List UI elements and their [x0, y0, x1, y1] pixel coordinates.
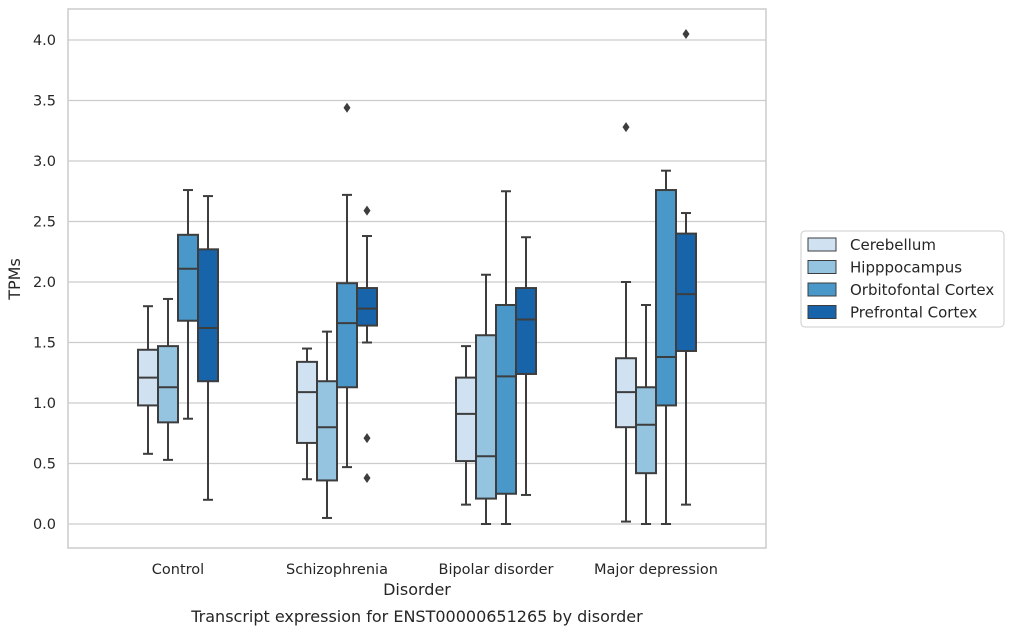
- outlier-point: [682, 28, 690, 39]
- y-tick-labels: 0.0 0.5 1.0 1.5 2.0 2.5 3.0 3.5 4.0: [33, 33, 56, 533]
- y-axis-title: TPMs: [5, 258, 24, 301]
- box-iqr: [336, 282, 358, 389]
- box-iqr: [655, 189, 677, 407]
- box-iqr: [296, 360, 318, 444]
- box-cerebellum-bipolar-disorder: [455, 345, 477, 506]
- x-axis-title: Disorder: [383, 580, 451, 599]
- box-iqr: [515, 287, 537, 375]
- box-cerebellum-major-depression: [615, 122, 637, 523]
- y-tick-label: 2.5: [33, 215, 56, 231]
- legend-frame: [800, 230, 1005, 328]
- outlier-point: [363, 205, 371, 216]
- box-orbitofontal-cortex-schizophrenia: [336, 102, 358, 469]
- box-iqr: [455, 376, 477, 463]
- outlier-point: [363, 473, 371, 484]
- box-prefrontal-cortex-major-depression: [675, 28, 697, 506]
- x-tick-label: Control: [152, 562, 204, 578]
- boxes-layer: [137, 28, 697, 525]
- box-iqr: [475, 334, 497, 500]
- box-orbitofontal-cortex-bipolar-disorder: [495, 190, 517, 525]
- legend-label: Cerebellum: [850, 236, 936, 254]
- box-hipppocampus-bipolar-disorder: [475, 273, 497, 525]
- x-tick-label: Schizophrenia: [286, 562, 388, 578]
- outlier-point: [622, 122, 630, 133]
- box-iqr: [635, 386, 657, 475]
- outlier-point: [363, 433, 371, 444]
- x-tick-label: Major depression: [594, 562, 718, 578]
- legend-label: Hipppocampus: [850, 259, 962, 277]
- legend-swatch: [807, 237, 837, 252]
- box-hipppocampus-major-depression: [635, 303, 657, 525]
- box-prefrontal-cortex-schizophrenia: [356, 205, 378, 484]
- y-tick-label: 1.0: [33, 396, 56, 412]
- legend-swatch: [807, 260, 837, 274]
- outlier-point: [343, 102, 351, 113]
- box-hipppocampus-schizophrenia: [316, 330, 338, 519]
- box-iqr: [495, 303, 517, 495]
- x-tick-label: Bipolar disorder: [439, 562, 554, 578]
- box-prefrontal-cortex-bipolar-disorder: [515, 236, 537, 496]
- y-grid: [68, 39, 766, 525]
- legend-swatch: [807, 282, 837, 297]
- y-tick-label: 3.0: [33, 154, 56, 170]
- box-iqr: [356, 287, 378, 327]
- plot-frame: [67, 8, 767, 549]
- y-tick-label: 2.0: [33, 275, 56, 291]
- y-tick-label: 0.5: [33, 457, 56, 473]
- box-hipppocampus-control: [157, 297, 179, 461]
- legend-swatch: [807, 305, 837, 319]
- legend: Cerebellum Hipppocampus Orbitofontal Corte…: [800, 230, 1005, 328]
- box-iqr: [675, 232, 697, 352]
- box-prefrontal-cortex-control: [197, 195, 219, 501]
- y-tick-label: 4.0: [33, 33, 56, 49]
- legend-label: Prefrontal Cortex: [850, 304, 977, 322]
- chart-caption: Transcript expression for ENST0000065126…: [190, 607, 643, 626]
- y-tick-label: 0.0: [33, 517, 56, 533]
- box-iqr: [177, 233, 199, 322]
- box-iqr: [197, 248, 219, 383]
- x-tick-labels: Control Schizophrenia Bipolar disorder Majo…: [152, 562, 718, 578]
- box-iqr: [316, 380, 338, 482]
- y-tick-label: 3.5: [33, 94, 56, 110]
- box-iqr: [157, 345, 179, 424]
- y-tick-label: 1.5: [33, 336, 56, 352]
- legend-label: Orbitofontal Cortex: [850, 281, 994, 299]
